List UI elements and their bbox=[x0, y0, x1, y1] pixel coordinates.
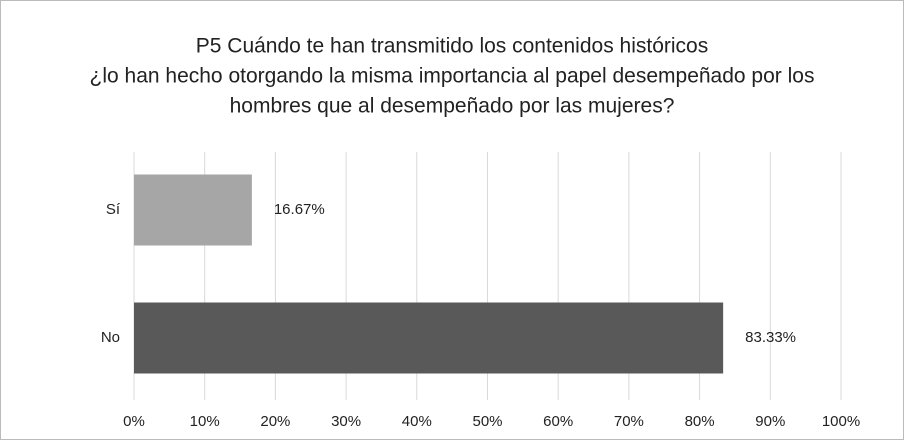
x-tick-label: 0% bbox=[123, 413, 145, 430]
x-tick-label: 10% bbox=[190, 413, 220, 430]
chart-title: hombres que al desempeñado por las mujer… bbox=[230, 95, 675, 118]
x-tick-label: 100% bbox=[822, 413, 860, 430]
x-tick-label: 20% bbox=[260, 413, 290, 430]
x-tick-label: 50% bbox=[472, 413, 502, 430]
x-tick-label: 80% bbox=[685, 413, 715, 430]
chart-title: P5 Cuándo te han transmitido los conteni… bbox=[196, 35, 708, 58]
x-tick-label: 30% bbox=[331, 413, 361, 430]
value-label: 16.67% bbox=[274, 201, 325, 218]
x-tick-label: 90% bbox=[755, 413, 785, 430]
x-tick-label: 40% bbox=[402, 413, 432, 430]
bar bbox=[134, 174, 252, 246]
x-tick-label: 70% bbox=[614, 413, 644, 430]
bar bbox=[134, 302, 724, 374]
x-tick-label: 60% bbox=[543, 413, 573, 430]
value-label: 83.33% bbox=[745, 329, 796, 346]
chart-title: ¿lo han hecho otorgando la misma importa… bbox=[90, 65, 815, 88]
category-label: Sí bbox=[106, 201, 121, 218]
category-label: No bbox=[101, 329, 120, 346]
